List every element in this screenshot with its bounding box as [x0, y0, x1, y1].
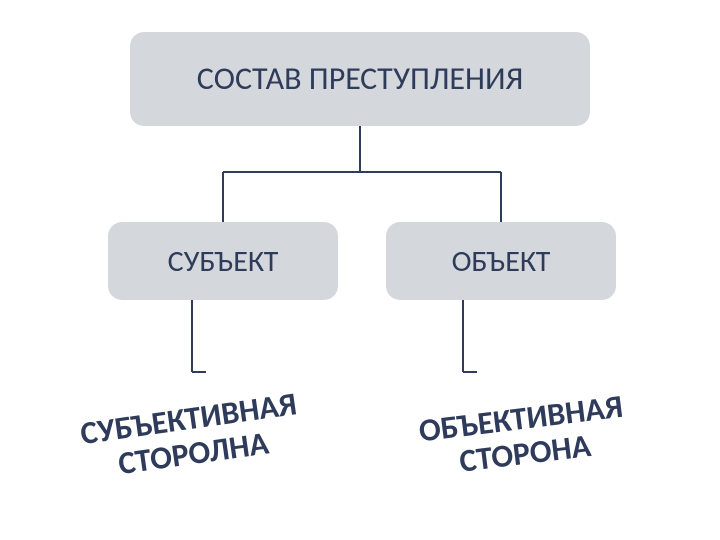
node-root: СОСТАВ ПРЕСТУПЛЕНИЯ [130, 32, 590, 126]
node-root-label: СОСТАВ ПРЕСТУПЛЕНИЯ [197, 61, 524, 96]
node-right: ОБЪЕКТ [386, 222, 616, 300]
node-right-leaf-label: ОБЪЕКТИВНАЯ СТОРОНА [375, 383, 671, 488]
node-right-label: ОБЪЕКТ [452, 245, 551, 278]
node-left-label: СУБЪЕКТ [168, 245, 279, 278]
node-right-leaf: ОБЪЕКТИВНАЯ СТОРОНА [372, 365, 673, 508]
node-left: СУБЪЕКТ [108, 222, 338, 300]
node-left-leaf-label: СУБЪЕКТИВНАЯ СТОРОЛНА [43, 381, 340, 491]
node-left-leaf: СУБЪЕКТИВНАЯ СТОРОЛНА [40, 362, 342, 509]
